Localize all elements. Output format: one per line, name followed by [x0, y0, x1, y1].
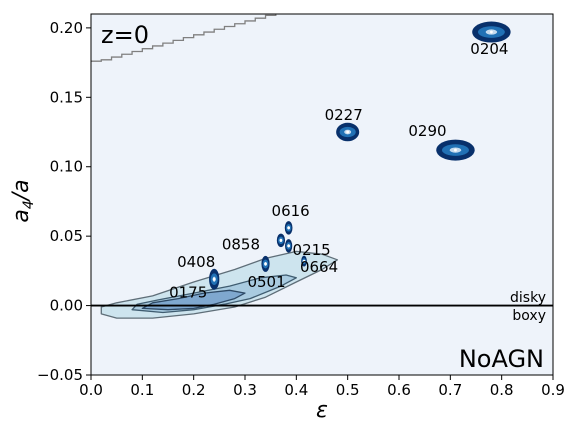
point-label-0204: 0204: [470, 40, 508, 58]
y-tick-label: 0.20: [50, 19, 83, 37]
point-0290: [436, 139, 475, 161]
point-label-0175: 0175: [169, 283, 207, 301]
y-tick-label: −0.05: [37, 366, 83, 384]
point-label-0227: 0227: [325, 106, 363, 124]
point-0501: [261, 255, 270, 272]
y-tick-label: 0.10: [50, 158, 83, 176]
redshift-label: z=0: [101, 21, 149, 49]
x-axis-title: ε: [316, 398, 328, 423]
boundary-line: [91, 14, 277, 62]
point-label-0215: 0215: [293, 241, 331, 259]
disky-label: disky: [510, 290, 546, 306]
point-label-0616: 0616: [272, 202, 310, 220]
point-0664: [301, 255, 307, 267]
data-points: [209, 21, 511, 290]
point-0408: [209, 268, 220, 290]
plot-frame: [90, 13, 554, 376]
x-axis: 0.0 0.1 0.2 0.3 0.4 0.5 0.6 0.7 0.8 0.9: [79, 375, 565, 399]
y-axis: −0.05 0.00 0.05 0.10 0.15 0.20: [37, 19, 91, 384]
point-0616: [284, 221, 293, 235]
x-tick-label: 0.3: [233, 381, 257, 399]
point-label-0290: 0290: [408, 122, 446, 140]
x-tick-label: 0.8: [490, 381, 514, 399]
x-tick-label: 0.2: [182, 381, 206, 399]
y-axis-title-tail: /a: [9, 179, 34, 202]
x-tick-label: 0.9: [541, 381, 565, 399]
y-axis-title: a4/a: [9, 179, 37, 222]
y-axis-title-main: a: [9, 209, 34, 222]
point-0204: [472, 21, 511, 43]
point-0858: [276, 233, 286, 248]
x-tick-label: 0.6: [387, 381, 411, 399]
y-axis-title-sub: 4: [21, 200, 37, 209]
point-0227: [336, 122, 360, 142]
point-label-0501: 0501: [247, 273, 285, 291]
x-tick-label: 0.5: [336, 381, 360, 399]
plot-area: [91, 14, 553, 375]
point-0215: [285, 239, 293, 253]
point-label-0408: 0408: [177, 253, 215, 271]
x-tick-label: 0.4: [284, 381, 308, 399]
model-label: NoAGN: [459, 345, 544, 373]
y-tick-label: 0.15: [50, 88, 83, 106]
x-tick-label: 0.1: [130, 381, 154, 399]
boundary-curve: [91, 14, 277, 62]
density-contours: [100, 250, 339, 319]
point-label-0858: 0858: [222, 235, 260, 253]
y-tick-label: 0.00: [50, 297, 83, 315]
x-tick-label: 0.7: [438, 381, 462, 399]
x-tick-label: 0.0: [79, 381, 103, 399]
y-tick-label: 0.05: [50, 227, 83, 245]
boxy-label: boxy: [512, 308, 546, 324]
point-label-0664: 0664: [300, 258, 338, 276]
